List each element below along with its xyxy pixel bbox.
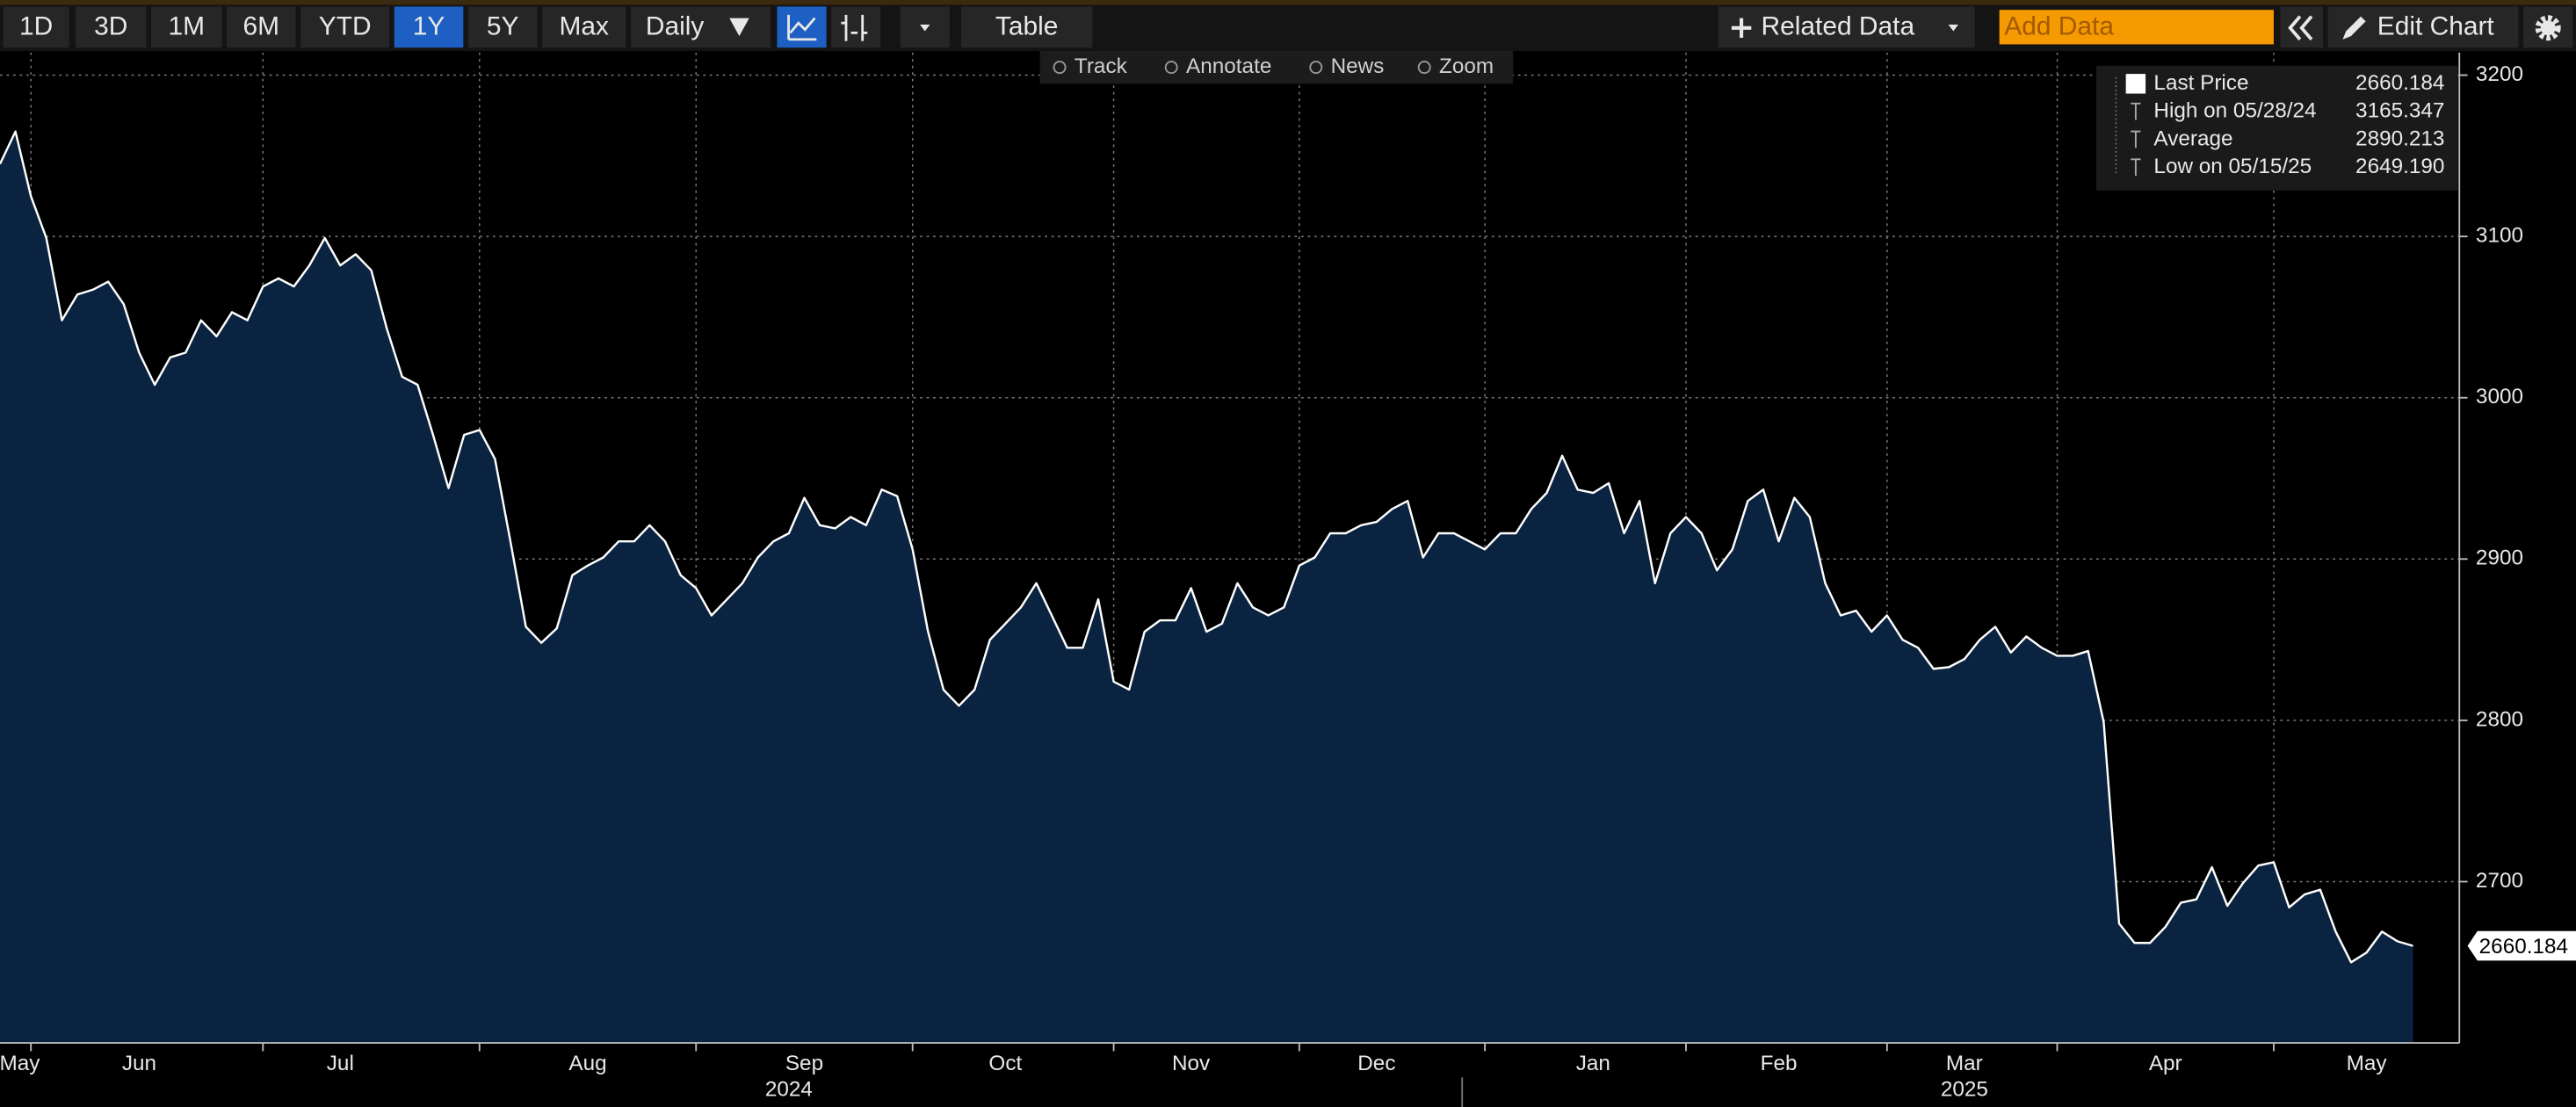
tool-icon xyxy=(1164,61,1178,75)
x-tick-label: Oct xyxy=(988,1052,1022,1075)
x-tick-label: May xyxy=(0,1052,40,1075)
y-tick-label: 2700 xyxy=(2476,869,2523,893)
y-tick-label: 3000 xyxy=(2476,385,2523,409)
range-label: 6M xyxy=(243,12,280,41)
legend-value: 2890.213 xyxy=(2355,127,2444,150)
related-button[interactable] xyxy=(1718,6,1975,48)
tool-label[interactable]: Annotate xyxy=(1186,54,1271,78)
legend-value: 2660.184 xyxy=(2355,71,2444,95)
tool-label[interactable]: News xyxy=(1331,54,1385,78)
range-button[interactable] xyxy=(3,6,69,48)
frequency-button[interactable] xyxy=(631,6,771,48)
bar-chart-icon xyxy=(841,14,868,41)
x-tick-label: Jan xyxy=(1576,1052,1610,1075)
tool-icon xyxy=(1053,61,1067,75)
tool-icon xyxy=(1417,61,1431,75)
range-label: 1D xyxy=(19,12,53,41)
x-group-label: 2025 xyxy=(1941,1078,1988,1102)
gear-icon xyxy=(2535,15,2561,41)
y-tick-label: 3100 xyxy=(2476,224,2523,248)
range-button[interactable] xyxy=(76,6,147,48)
range-button[interactable] xyxy=(227,6,296,48)
legend-box xyxy=(2095,65,2458,191)
gear-hub xyxy=(2540,20,2556,36)
x-tick-label: Jun xyxy=(122,1052,156,1075)
x-tick-label: Nov xyxy=(1172,1052,1211,1075)
tools-bar xyxy=(1039,50,1514,84)
range-label: 5Y xyxy=(487,12,519,41)
legend-label: Average xyxy=(2153,127,2232,150)
table-button[interactable] xyxy=(960,6,1093,48)
range-button[interactable] xyxy=(394,6,464,48)
plus-icon xyxy=(1731,18,1752,38)
x-group-label: 2024 xyxy=(765,1078,813,1102)
legend-label: Last Price xyxy=(2153,71,2248,95)
legend-icon xyxy=(2131,130,2141,148)
legend-value: 3165.347 xyxy=(2355,99,2444,123)
add-data-input[interactable] xyxy=(1999,10,2274,45)
top-strip xyxy=(0,0,2576,5)
more-arrow xyxy=(920,25,930,32)
y-tick-label: 2800 xyxy=(2476,707,2523,731)
legend-value: 2649.190 xyxy=(2355,155,2444,178)
range-button[interactable] xyxy=(467,6,538,48)
tool-label[interactable]: Zoom xyxy=(1439,54,1494,78)
dropdown-arrow xyxy=(729,18,749,37)
tool-icon xyxy=(1309,61,1323,75)
x-tick-label: Feb xyxy=(1761,1052,1798,1075)
area-fill xyxy=(0,131,2413,1044)
collapse-icon xyxy=(2288,15,2313,41)
related-arrow xyxy=(1948,25,1958,32)
tool-label[interactable]: Track xyxy=(1075,54,1128,78)
x-tick-label: May xyxy=(2347,1052,2388,1075)
range-label: 1M xyxy=(168,12,205,41)
range-button[interactable] xyxy=(151,6,222,48)
price-line xyxy=(0,130,2413,964)
legend-icon xyxy=(2131,158,2141,177)
bar-chart-button[interactable] xyxy=(831,6,881,48)
line-chart-icon xyxy=(787,14,817,41)
x-tick-label: Dec xyxy=(1357,1052,1395,1075)
x-tick-label: Sep xyxy=(785,1052,823,1075)
legend-swatch xyxy=(2125,74,2146,94)
x-tick-label: Aug xyxy=(568,1052,606,1075)
x-tick-label: Apr xyxy=(2149,1052,2182,1075)
table-label: Table xyxy=(995,12,1059,41)
x-tick-label: Mar xyxy=(1946,1052,1983,1075)
add-data-placeholder: Add Data xyxy=(2004,12,2114,41)
range-label: 3D xyxy=(94,12,127,41)
last-price-tag xyxy=(2467,930,2576,961)
frequency-label: Daily xyxy=(646,12,705,41)
x-tick-label: Jul xyxy=(327,1052,354,1075)
related-label: Related Data xyxy=(1762,12,1915,41)
legend-label: Low on 05/15/25 xyxy=(2153,155,2312,178)
range-label: YTD xyxy=(319,12,372,41)
last-price-label: 2660.184 xyxy=(2479,935,2568,959)
legend-icon xyxy=(2131,102,2141,120)
range-button[interactable] xyxy=(542,6,626,48)
y-tick-label: 2900 xyxy=(2476,546,2523,570)
range-button[interactable] xyxy=(300,6,390,48)
legend-label: High on 05/28/24 xyxy=(2153,99,2316,123)
range-label: Max xyxy=(559,12,609,41)
pencil-icon xyxy=(2342,16,2366,40)
range-label: 1Y xyxy=(413,12,445,41)
y-tick-label: 3200 xyxy=(2476,62,2523,86)
edit-label: Edit Chart xyxy=(2377,12,2495,41)
